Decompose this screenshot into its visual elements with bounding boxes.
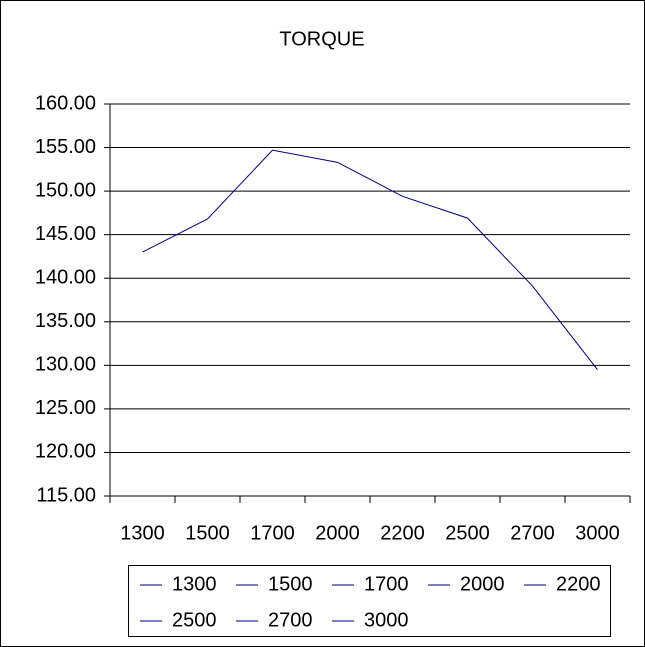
x-tick-label: 3000 xyxy=(575,522,620,544)
legend-label: 2200 xyxy=(556,573,601,595)
x-tick-label: 2500 xyxy=(445,522,490,544)
x-tick-label: 1500 xyxy=(185,522,230,544)
x-tick-label: 2700 xyxy=(510,522,555,544)
y-tick-label: 150.00 xyxy=(35,179,96,201)
x-tick-label: 1700 xyxy=(250,522,295,544)
x-tick-label: 2200 xyxy=(380,522,425,544)
x-tick-label: 2000 xyxy=(315,522,360,544)
legend-label: 2700 xyxy=(268,609,313,631)
y-tick-label: 140.00 xyxy=(35,267,96,289)
legend-label: 1700 xyxy=(364,573,409,595)
legend-label: 1500 xyxy=(268,573,313,595)
chart-title: TORQUE xyxy=(279,28,364,50)
legend-label: 2000 xyxy=(460,573,505,595)
legend-box xyxy=(128,565,611,637)
legend-label: 2500 xyxy=(172,609,217,631)
y-tick-label: 155.00 xyxy=(35,136,96,158)
y-tick-label: 125.00 xyxy=(35,397,96,419)
data-line xyxy=(142,149,598,370)
x-tick-label: 1300 xyxy=(120,522,165,544)
y-tick-label: 145.00 xyxy=(35,223,96,245)
y-tick-label: 120.00 xyxy=(35,441,96,463)
legend-label: 1300 xyxy=(172,573,217,595)
y-tick-label: 160.00 xyxy=(35,92,96,114)
y-tick-label: 130.00 xyxy=(35,354,96,376)
y-tick-label: 115.00 xyxy=(36,484,96,506)
y-tick-label: 135.00 xyxy=(35,310,96,332)
legend-label: 3000 xyxy=(364,609,409,631)
